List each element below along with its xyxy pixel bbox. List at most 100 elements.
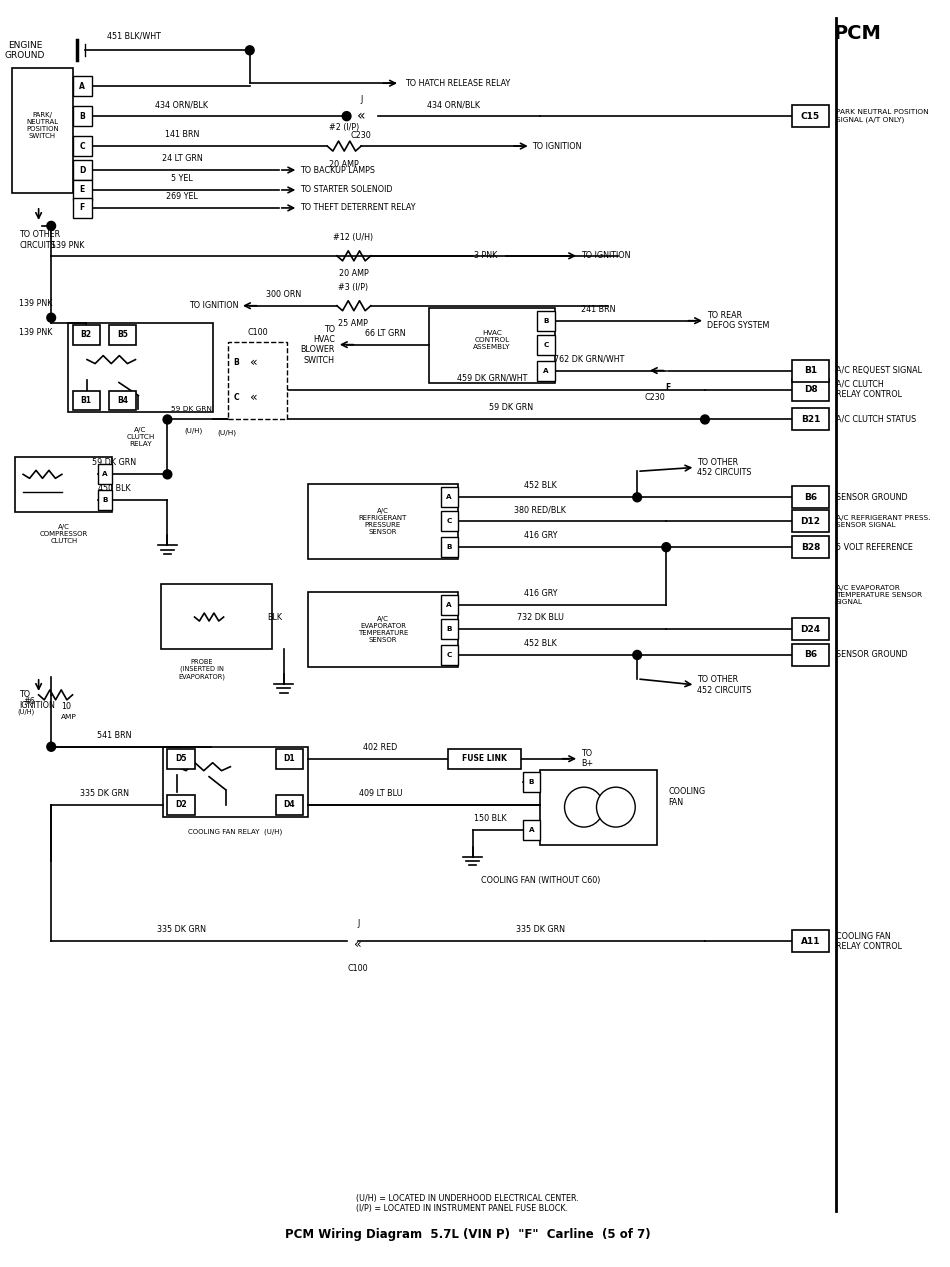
Text: BLK: BLK: [267, 612, 282, 622]
Bar: [167, 794, 195, 815]
Text: TO
B+: TO B+: [581, 749, 593, 768]
Bar: [792, 930, 829, 953]
Text: A11: A11: [801, 936, 820, 946]
Bar: [167, 749, 195, 769]
Text: B5: B5: [118, 331, 128, 340]
Text: (U/H): (U/H): [218, 430, 237, 436]
Text: (U/H): (U/H): [184, 427, 202, 435]
Text: 451 BLK/WHT: 451 BLK/WHT: [106, 32, 161, 41]
Text: 335 DK GRN: 335 DK GRN: [80, 788, 129, 798]
Bar: [72, 390, 100, 411]
Text: A: A: [103, 471, 107, 478]
Text: D24: D24: [801, 625, 821, 634]
Bar: [98, 465, 112, 484]
Bar: [538, 334, 555, 355]
Text: #3 (I/P): #3 (I/P): [338, 283, 369, 291]
Text: C: C: [234, 393, 238, 402]
Text: 25 AMP: 25 AMP: [338, 319, 369, 328]
Text: C100: C100: [247, 328, 268, 337]
Text: 10: 10: [61, 702, 71, 711]
Text: 241 BRN: 241 BRN: [581, 304, 616, 314]
Bar: [109, 324, 137, 345]
Text: TO BACKUP LAMPS: TO BACKUP LAMPS: [300, 166, 375, 175]
Text: J: J: [357, 920, 359, 929]
Bar: [67, 323, 213, 413]
Text: PCM: PCM: [833, 24, 881, 43]
Text: ENGINE
GROUND: ENGINE GROUND: [5, 41, 46, 60]
Text: TO OTHER
452 CIRCUITS: TO OTHER 452 CIRCUITS: [697, 675, 751, 694]
Text: (U/H) = LOCATED IN UNDERHOOD ELECTRICAL CENTER.
(I/P) = LOCATED IN INSTRUMENT PA: (U/H) = LOCATED IN UNDERHOOD ELECTRICAL …: [356, 1194, 580, 1214]
Bar: [792, 511, 829, 532]
Bar: [792, 360, 829, 381]
Text: TO IGNITION: TO IGNITION: [581, 251, 631, 260]
Bar: [276, 749, 303, 769]
Text: A/C CLUTCH STATUS: A/C CLUTCH STATUS: [836, 416, 916, 424]
Text: J: J: [360, 95, 362, 104]
Text: D8: D8: [804, 385, 817, 394]
Text: 402 RED: 402 RED: [364, 742, 398, 751]
Text: FUSE LINK: FUSE LINK: [463, 754, 507, 763]
Text: 452 BLK: 452 BLK: [524, 481, 557, 490]
Text: 141 BRN: 141 BRN: [164, 131, 200, 139]
Text: A/C
EVAPORATOR
TEMPERATURE
SENSOR: A/C EVAPORATOR TEMPERATURE SENSOR: [358, 616, 408, 644]
Text: D5: D5: [175, 754, 187, 763]
Bar: [228, 342, 287, 419]
Circle shape: [700, 416, 710, 424]
Text: D: D: [79, 166, 86, 175]
Text: A/C CLUTCH
RELAY CONTROL: A/C CLUTCH RELAY CONTROL: [836, 380, 902, 399]
Text: 5 YEL: 5 YEL: [171, 174, 193, 182]
Circle shape: [47, 313, 55, 322]
Text: E: E: [80, 185, 85, 194]
Circle shape: [597, 787, 636, 827]
Text: 5 VOLT REFERENCE: 5 VOLT REFERENCE: [836, 542, 913, 551]
Bar: [72, 324, 100, 345]
Bar: [98, 490, 112, 511]
Text: TO
HVAC
BLOWER
SWITCH: TO HVAC BLOWER SWITCH: [300, 324, 335, 365]
Text: C230: C230: [644, 393, 665, 402]
Text: A/C REFRIGERANT PRESS.
SENSOR SIGNAL: A/C REFRIGERANT PRESS. SENSOR SIGNAL: [836, 514, 930, 528]
Circle shape: [245, 46, 254, 54]
Text: B: B: [529, 779, 534, 784]
Text: TO THEFT DETERRENT RELAY: TO THEFT DETERRENT RELAY: [300, 204, 415, 213]
Text: HVAC
CONTROL
ASSEMBLY: HVAC CONTROL ASSEMBLY: [473, 331, 511, 350]
Circle shape: [47, 222, 55, 231]
Bar: [72, 198, 92, 218]
Text: C100: C100: [348, 964, 369, 973]
Bar: [161, 584, 272, 649]
Text: 416 GRY: 416 GRY: [523, 531, 557, 540]
Text: PROBE
(INSERTED IN
EVAPORATOR): PROBE (INSERTED IN EVAPORATOR): [179, 659, 225, 680]
Text: «: «: [354, 938, 362, 950]
Bar: [538, 361, 555, 380]
Bar: [792, 379, 829, 400]
Text: 459 DK GRN/WHT: 459 DK GRN/WHT: [457, 374, 527, 383]
Text: 409 LT BLU: 409 LT BLU: [359, 788, 403, 798]
Text: 139 PNK: 139 PNK: [19, 328, 52, 337]
Text: C: C: [446, 518, 452, 525]
Bar: [441, 537, 458, 557]
Text: TO IGNITION: TO IGNITION: [533, 142, 582, 151]
Text: 541 BRN: 541 BRN: [97, 731, 131, 740]
Text: 732 DK BLU: 732 DK BLU: [517, 613, 563, 622]
Text: 66 LT GRN: 66 LT GRN: [365, 328, 406, 337]
Text: 335 DK GRN: 335 DK GRN: [158, 925, 206, 934]
Text: TO IGNITION: TO IGNITION: [189, 302, 238, 310]
Circle shape: [163, 470, 172, 479]
Text: 3 PNK: 3 PNK: [474, 251, 498, 260]
Text: 59 DK GRN: 59 DK GRN: [171, 407, 212, 413]
Text: 762 DK GRN/WHT: 762 DK GRN/WHT: [554, 355, 624, 364]
Text: 434 ORN/BLK: 434 ORN/BLK: [427, 100, 480, 109]
Text: SENSOR GROUND: SENSOR GROUND: [836, 650, 907, 659]
Text: PARK NEUTRAL POSITION
SIGNAL (A/T ONLY): PARK NEUTRAL POSITION SIGNAL (A/T ONLY): [836, 109, 928, 123]
Text: «: «: [250, 356, 257, 369]
Text: B: B: [446, 545, 452, 550]
Bar: [541, 769, 656, 845]
Text: B1: B1: [81, 397, 91, 405]
Text: A: A: [543, 367, 549, 374]
Bar: [441, 595, 458, 614]
Text: A/C EVAPORATOR
TEMPERATURE SENSOR
SIGNAL: A/C EVAPORATOR TEMPERATURE SENSOR SIGNAL: [836, 585, 922, 606]
Text: #6: #6: [23, 697, 35, 706]
Bar: [441, 512, 458, 531]
Bar: [441, 488, 458, 507]
Bar: [12, 68, 72, 193]
Text: 24 LT GRN: 24 LT GRN: [162, 155, 202, 163]
